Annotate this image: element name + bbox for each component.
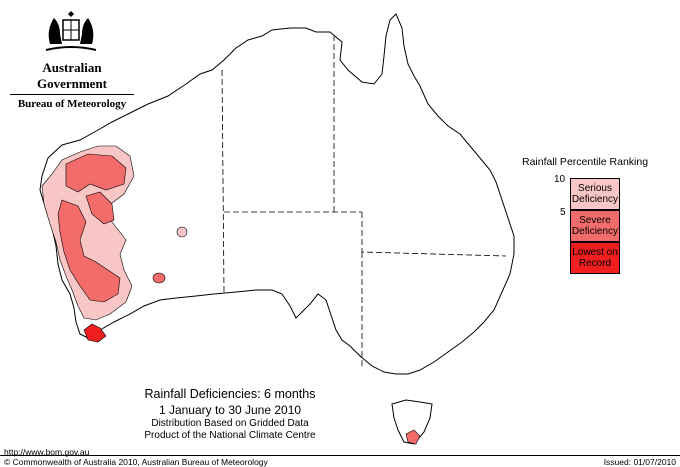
agency-name: Australian Government — [36, 60, 108, 91]
copyright-notice: © Commonwealth of Australia 2010, Austra… — [4, 457, 268, 467]
legend-item-severe: Severe Deficiency — [570, 210, 620, 242]
map-title: Rainfall Deficiencies: 6 months — [144, 387, 316, 401]
severe-deficiency-spot — [152, 272, 166, 284]
severe-deficiency-area-central — [57, 199, 121, 303]
coat-of-arms-logo — [45, 11, 97, 51]
legend-label: Severe — [579, 215, 611, 226]
legend-label: Record — [578, 258, 612, 269]
legend-title: Rainfall Percentile Ranking — [522, 156, 649, 168]
map-period: 1 January to 30 June 2010 — [158, 403, 302, 417]
legend-item-serious: Serious Deficiency — [570, 178, 620, 210]
map-method-note: Distribution Based on Gridded Data — [151, 418, 309, 429]
legend-label: Deficiency — [571, 226, 619, 237]
legend-label: Deficiency — [571, 194, 619, 205]
footer-divider — [0, 455, 680, 456]
agency-header: Australian Government Bureau of Meteorol… — [10, 60, 134, 111]
tasmania-outline — [391, 399, 433, 445]
serious-deficiency-spot — [176, 226, 188, 238]
legend-tick-5: 5 — [560, 207, 566, 218]
lowest-on-record-area — [83, 323, 107, 343]
deficiency-regions — [41, 145, 421, 445]
bureau-name: Bureau of Meteorology — [17, 98, 127, 110]
severe-deficiency-area-east — [85, 191, 115, 225]
website-link[interactable]: http://www.bom.gov.au — [4, 447, 90, 457]
issued-date: Issued: 01/07/2010 — [603, 457, 676, 467]
map-caption: Rainfall Deficiencies: 6 months 1 Januar… — [130, 386, 330, 442]
legend-tick-10: 10 — [554, 174, 566, 185]
tasmania-deficiency-area — [405, 429, 421, 445]
legend-item-lowest: Lowest on Record — [570, 242, 620, 274]
map-product-note: Product of the National Climate Centre — [144, 430, 316, 441]
legend-label: Serious — [578, 183, 612, 194]
header-divider — [10, 94, 134, 95]
mainland-outline — [39, 13, 515, 375]
legend-label: Lowest on — [572, 247, 618, 258]
severe-deficiency-area-north — [65, 153, 127, 193]
state-borders — [221, 36, 507, 368]
